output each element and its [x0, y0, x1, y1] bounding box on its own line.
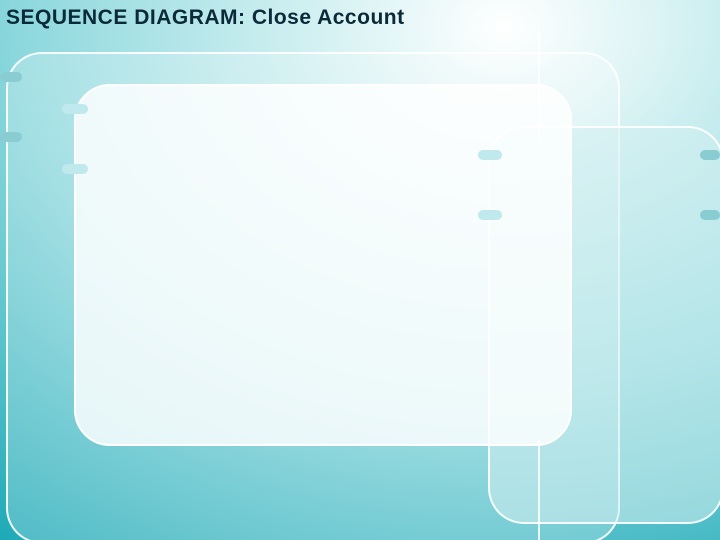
slide-stage: SEQUENCE DIAGRAM: Close Account [0, 0, 720, 540]
notch-outer-left-1 [0, 72, 22, 82]
divider-line-bottom [538, 440, 540, 540]
notch-outer-right-l2 [478, 210, 502, 220]
notch-outer-right-l1 [478, 150, 502, 160]
notch-outer-left-2 [0, 132, 22, 142]
divider-line-top [538, 30, 540, 140]
panel-inner-main [74, 84, 572, 446]
slide-title: SEQUENCE DIAGRAM: Close Account [6, 6, 405, 30]
notch-outer-right-r1 [700, 150, 720, 160]
notch-inner-main-2 [62, 164, 88, 174]
notch-outer-right-r2 [700, 210, 720, 220]
notch-inner-main-1 [62, 104, 88, 114]
